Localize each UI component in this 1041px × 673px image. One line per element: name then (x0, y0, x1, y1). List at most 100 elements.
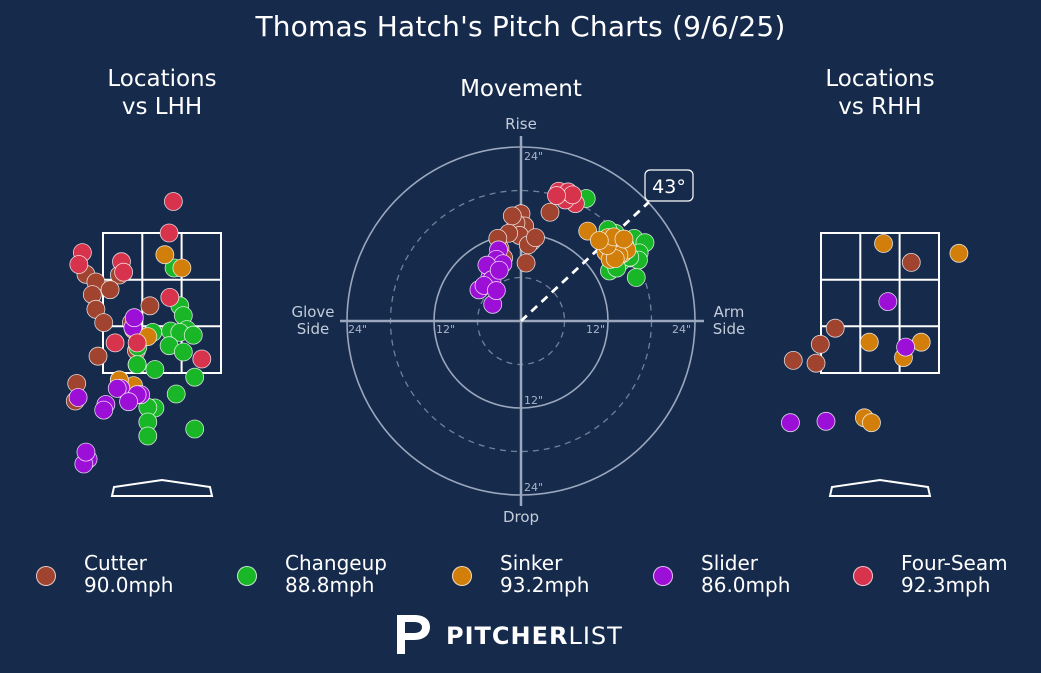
ring-label-right-12: 12" (586, 323, 605, 336)
lhh-point-four-seam (105, 333, 125, 353)
lhh-point-changeup (173, 342, 193, 362)
movement-point-changeup (626, 268, 646, 287)
rhh-point-sinker (911, 332, 931, 352)
movement-point-cutter (540, 202, 560, 222)
movement-pitch-points (469, 181, 655, 314)
rhh-home-plate (828, 478, 932, 497)
arm-angle-badge: 43° (644, 169, 694, 202)
ring-label-left-12: 12" (436, 323, 455, 336)
ring-labels: 24" 12" 24" 24" 12" 12" 24" (348, 150, 691, 494)
ring-label-left-24: 24" (348, 323, 367, 336)
pitcherlist-wordmark: PITCHERLIST (446, 622, 623, 650)
legend-text-sinker: Sinker 93.2mph (500, 552, 589, 596)
lhh-point-changeup (166, 384, 186, 404)
pitcherlist-brand: PITCHERLIST (394, 612, 634, 658)
legend-swatch-four-seam (853, 566, 873, 586)
lhh-point-slider (124, 308, 144, 328)
rise-label: Rise (505, 115, 537, 133)
lhh-point-changeup (183, 325, 203, 345)
rhh-zone-outline (820, 232, 940, 374)
rhh-point-sinker (874, 234, 893, 253)
legend-swatch-sinker (452, 566, 472, 586)
direction-labels: Rise Drop Glove Side Arm Side (291, 115, 745, 526)
movement-point-four-seam (547, 186, 566, 205)
legend-swatch-cutter (36, 566, 56, 586)
lhh-point-four-seam (114, 262, 134, 282)
legend: Cutter 90.0mph Changeup 88.8mph Sinker 9… (0, 552, 1041, 602)
rhh-panel-title: Locations vs RHH (825, 66, 935, 120)
lhh-point-four-seam (163, 192, 183, 211)
ring-label-right-24: 24" (672, 323, 691, 336)
lhh-point-changeup (185, 367, 205, 387)
ring-label-bottom-12: 12" (524, 394, 543, 407)
arm-side-label-line2: Side (713, 320, 745, 338)
lhh-point-changeup (185, 419, 205, 439)
ring-label-top-24: 24" (524, 150, 543, 163)
lhh-point-slider (76, 442, 96, 462)
legend-text-four-seam: Four-Seam 92.3mph (901, 552, 1008, 596)
movement-point-sinker (614, 229, 634, 249)
rhh-point-cutter (810, 334, 830, 354)
lhh-point-slider (94, 400, 114, 420)
movement-point-cutter (526, 228, 545, 248)
lhh-point-four-seam (159, 223, 179, 243)
lhh-point-changeup (145, 360, 165, 379)
arm-side-label-line1: Arm (714, 303, 745, 321)
lhh-point-changeup (138, 426, 158, 446)
lhh-panel-title: Locations vs LHH (107, 66, 217, 120)
movement-point-cutter (502, 206, 522, 226)
brand-text-bold: PITCHER (446, 622, 569, 650)
rhh-point-cutter (825, 318, 845, 338)
legend-text-cutter: Cutter 90.0mph (84, 552, 173, 596)
lhh-point-four-seam (192, 349, 212, 369)
lhh-home-plate (110, 478, 214, 497)
lhh-point-four-seam (69, 255, 89, 274)
rhh-point-slider (896, 337, 915, 357)
ring-label-bottom-24: 24" (524, 481, 543, 494)
lhh-point-slider (107, 378, 127, 398)
rhh-pitch-points (781, 234, 969, 433)
lhh-point-cutter (140, 296, 160, 316)
lhh-point-slider (119, 392, 138, 412)
movement-panel-title: Movement (460, 76, 582, 102)
lhh-location-panel (65, 192, 222, 497)
lhh-point-sinker (172, 258, 192, 278)
legend-velocity-sinker: 93.2mph (500, 573, 590, 597)
rhh-strike-zone (820, 232, 940, 374)
rhh-point-sinker (862, 413, 881, 433)
movement-point-slider (486, 281, 506, 300)
legend-label-slider: Slider (701, 551, 759, 575)
legend-swatch-changeup (237, 566, 257, 586)
legend-velocity-cutter: 90.0mph (84, 573, 174, 597)
lhh-point-changeup (127, 355, 147, 375)
legend-swatch-slider (653, 566, 673, 586)
rhh-point-sinker (949, 243, 969, 263)
lhh-point-cutter (94, 313, 114, 333)
brand-text-light: LIST (568, 622, 623, 650)
rhh-point-cutter (783, 350, 803, 370)
rhh-point-sinker (859, 332, 879, 352)
lhh-point-slider (68, 388, 88, 407)
rhh-point-slider (781, 413, 800, 433)
drop-label: Drop (503, 508, 539, 526)
chart-title: Thomas Hatch's Pitch Charts (9/6/25) (255, 10, 786, 43)
legend-label-four-seam: Four-Seam (901, 551, 1008, 575)
lhh-point-four-seam (160, 287, 180, 307)
movement-point-cutter (516, 253, 536, 273)
pitcherlist-logo-icon (397, 615, 430, 654)
legend-velocity-changeup: 88.8mph (285, 573, 375, 597)
legend-text-slider: Slider 86.0mph (701, 552, 790, 596)
legend-label-cutter: Cutter (84, 551, 147, 575)
lhh-point-four-seam (127, 333, 147, 353)
rhh-point-cutter (901, 252, 921, 272)
legend-velocity-slider: 86.0mph (701, 573, 791, 597)
lhh-point-sinker (155, 245, 175, 265)
movement-point-sinker (589, 231, 609, 250)
lhh-point-cutter (100, 280, 120, 300)
legend-label-sinker: Sinker (500, 551, 563, 575)
legend-label-changeup: Changeup (285, 551, 387, 575)
glove-side-label-line2: Side (297, 320, 329, 338)
arm-angle-line (520, 200, 650, 323)
arm-angle-value: 43° (652, 176, 686, 198)
